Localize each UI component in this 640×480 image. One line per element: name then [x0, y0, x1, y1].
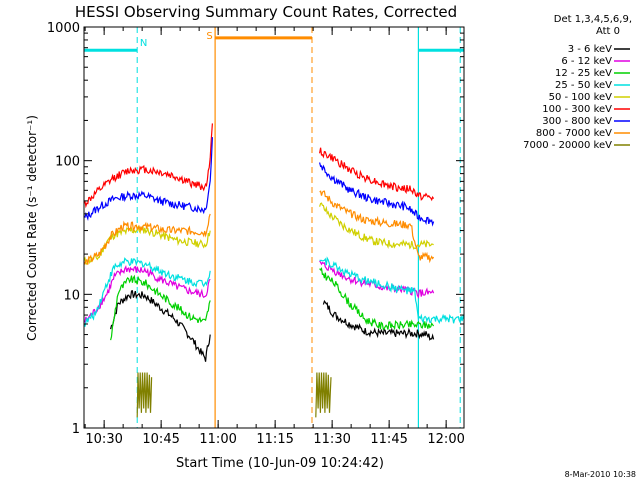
series-line-5-0: [83, 123, 213, 209]
chart-title: HESSI Observing Summary Count Rates, Cor…: [75, 3, 457, 21]
series-line-7-0: [83, 213, 211, 266]
series-line-6-0: [83, 137, 213, 221]
y-axis-label: Corrected Count Rate (s⁻¹ detector⁻¹): [25, 115, 39, 341]
series-300-800-keV: [83, 137, 435, 227]
series-line-0-1: [322, 299, 435, 341]
y-tick-label-2: 100: [55, 155, 80, 170]
series-line-0-0: [110, 290, 211, 362]
series-line-4-0: [83, 224, 211, 266]
series-line-8-0: [136, 372, 153, 418]
series-line-3-1: [319, 256, 465, 325]
legend-label-1: 6 - 12 keV: [561, 56, 612, 67]
series-line-5-1: [319, 147, 435, 202]
y-tick-label-3: 1000: [47, 21, 80, 36]
x-tick-label-3: 11:15: [256, 432, 293, 447]
legend-label-7: 800 - 7000 keV: [536, 128, 612, 139]
x-tick-label-0: 10:30: [85, 432, 122, 447]
series-line-6-1: [319, 162, 435, 227]
legend-label-2: 12 - 25 keV: [555, 68, 612, 79]
series-line-1-0: [83, 265, 211, 323]
x-tick-label-6: 12:00: [427, 432, 464, 447]
series-line-3-0: [83, 257, 211, 327]
footer-date: 8-Mar-2010 10:38: [565, 470, 636, 479]
legend-label-5: 100 - 300 keV: [542, 104, 612, 115]
series-100-300-keV: [83, 123, 435, 209]
series-line-2-0: [110, 274, 211, 341]
legend-label-4: 50 - 100 keV: [549, 92, 613, 103]
plot-area: NS: [83, 27, 465, 428]
x-axis-label: Start Time (10-Jun-09 10:24:42): [176, 456, 384, 471]
x-tick-label-4: 11:30: [313, 432, 350, 447]
legend-label-8: 7000 - 20000 keV: [523, 140, 612, 151]
x-tick-label-2: 11:00: [199, 432, 236, 447]
series-50-100-keV: [83, 202, 434, 266]
x-tick-label-1: 10:45: [142, 432, 179, 447]
series-12-25-keV: [110, 267, 435, 341]
series-6-12-keV: [83, 260, 435, 323]
legend-header-0: Det 1,3,4,5,6,9,: [554, 14, 632, 25]
y-tick-label-0: 1: [72, 422, 80, 437]
legend-label-6: 300 - 800 keV: [542, 116, 612, 127]
x-tick-label-5: 11:45: [370, 432, 407, 447]
series-line-7-1: [319, 190, 435, 264]
legend-header-1: Att 0: [596, 26, 620, 37]
legend-label-3: 25 - 50 keV: [555, 80, 612, 91]
annotation-N: N: [140, 38, 147, 49]
series-line-4-1: [319, 202, 434, 250]
legend-label-0: 3 - 6 keV: [568, 44, 612, 55]
annotation-S: S: [206, 31, 212, 42]
y-tick-label-1: 10: [63, 288, 80, 303]
series-3-6-keV: [110, 290, 435, 362]
series-7000-20000-keV: [136, 372, 332, 418]
series-line-8-1: [315, 372, 332, 418]
axis-ticks: 1 10 100 1000 10:30 10:45 11:00 11:15 11:30 11:45…: [47, 21, 465, 447]
series-25-50-keV: [83, 256, 465, 327]
plot-frame: [83, 26, 465, 429]
series-800-7000-keV: [83, 190, 435, 266]
series-line-2-1: [319, 267, 435, 331]
